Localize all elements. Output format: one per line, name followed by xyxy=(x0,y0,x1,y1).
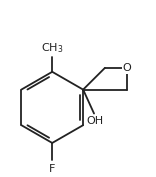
Text: O: O xyxy=(122,63,131,73)
Text: CH$_3$: CH$_3$ xyxy=(41,41,63,55)
Text: OH: OH xyxy=(86,116,104,127)
Text: F: F xyxy=(49,164,55,174)
